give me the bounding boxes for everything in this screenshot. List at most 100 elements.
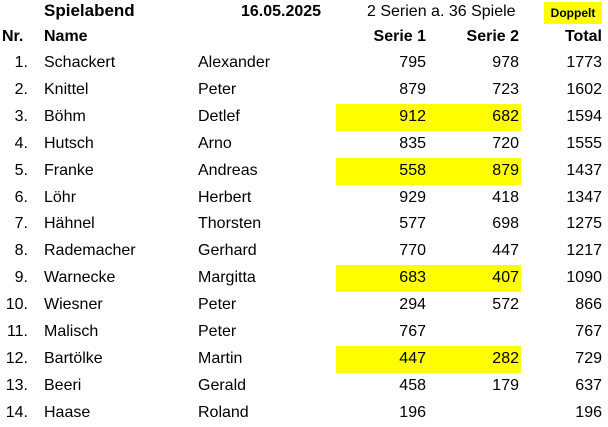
table-row: 3. Böhm Detlef 912 682 1594 xyxy=(0,103,608,131)
rank-cell: 12. xyxy=(5,349,28,367)
table-row: 12. Bartölke Martin 447 282 729 xyxy=(0,345,608,373)
serie2-cell: 179 xyxy=(492,376,519,394)
serie2-cell: 723 xyxy=(492,80,519,98)
table-row: 11. Malisch Peter 767 767 xyxy=(0,319,608,346)
serie2-cell: 447 xyxy=(492,242,519,260)
first-name-cell: Detlef xyxy=(198,107,240,125)
event-date: 16.05.2025 xyxy=(241,3,322,20)
serie2-cell: 698 xyxy=(492,215,519,233)
table-row: 9. Warnecke Margitta 683 407 1090 xyxy=(0,265,608,293)
serie1-cell: 770 xyxy=(399,242,426,260)
first-name-cell: Andreas xyxy=(198,161,258,179)
table-row: 10. Wiesner Peter 294 572 866 xyxy=(0,292,608,319)
serie1-cell: 196 xyxy=(399,403,426,421)
last-name-cell: Löhr xyxy=(44,188,77,206)
header-nr: Nr. xyxy=(2,28,24,45)
serie1-cell: 458 xyxy=(399,376,426,394)
table-row: 6. Löhr Herbert 929 418 1347 xyxy=(0,185,608,212)
serie2-cell: 407 xyxy=(492,269,519,287)
first-name-cell: Alexander xyxy=(198,54,271,71)
total-cell: 1217 xyxy=(566,242,602,260)
rank-cell: 3. xyxy=(14,107,28,125)
last-name-cell: Schackert xyxy=(44,54,116,71)
series-info: 2 Serien a. 36 Spiele xyxy=(367,3,516,20)
serie1-cell: 912 xyxy=(399,107,426,125)
rank-cell: 6. xyxy=(14,188,28,206)
table-row: 14. Haase Roland 196 196 xyxy=(0,400,608,427)
table-row: 5. Franke Andreas 558 879 1437 xyxy=(0,157,608,185)
rank-cell: 4. xyxy=(14,134,28,152)
header-serie1: Serie 1 xyxy=(373,28,426,45)
page-title: Spielabend xyxy=(44,1,135,20)
first-name-cell: Gerhard xyxy=(198,242,257,260)
rank-cell: 5. xyxy=(14,161,28,179)
rank-cell: 11. xyxy=(6,323,28,340)
last-name-cell: Hähnel xyxy=(44,215,95,233)
first-name-cell: Gerald xyxy=(198,376,247,394)
serie1-cell: 835 xyxy=(399,134,426,152)
table-row: 8. Rademacher Gerhard 770 447 1217 xyxy=(0,238,608,265)
last-name-cell: Beeri xyxy=(44,376,82,394)
double-highlight xyxy=(336,103,521,131)
last-name-cell: Böhm xyxy=(44,107,86,125)
rank-cell: 7. xyxy=(14,215,28,233)
last-name-cell: Franke xyxy=(44,161,94,179)
serie2-cell: 682 xyxy=(492,107,519,125)
last-name-cell: Bartölke xyxy=(44,349,103,367)
total-cell: 767 xyxy=(575,323,602,340)
table-row: 4. Hutsch Arno 835 720 1555 xyxy=(0,131,608,158)
serie1-cell: 879 xyxy=(399,80,426,98)
header-name: Name xyxy=(44,28,88,45)
total-cell: 1594 xyxy=(566,107,602,125)
rank-cell: 13. xyxy=(5,376,28,394)
serie1-cell: 558 xyxy=(399,161,426,179)
first-name-cell: Roland xyxy=(198,403,249,421)
header-total: Total xyxy=(564,28,602,45)
rank-cell: 8. xyxy=(14,242,28,260)
serie1-cell: 447 xyxy=(399,349,426,367)
total-cell: 637 xyxy=(575,376,602,394)
double-highlight xyxy=(336,157,521,185)
total-cell: 1555 xyxy=(566,134,602,152)
first-name-cell: Arno xyxy=(198,134,232,152)
serie1-cell: 577 xyxy=(399,215,426,233)
doppelt-badge: Doppelt xyxy=(544,2,602,24)
total-cell: 1602 xyxy=(566,80,602,98)
last-name-cell: Knittel xyxy=(44,80,89,98)
first-name-cell: Margitta xyxy=(198,269,256,287)
rank-cell: 2. xyxy=(14,80,28,98)
table-row: 1. Schackert Alexander 795 978 1773 xyxy=(0,50,608,77)
serie2-cell: 879 xyxy=(492,161,519,179)
serie1-cell: 294 xyxy=(399,296,426,314)
first-name-cell: Herbert xyxy=(198,188,252,206)
table-row: 7. Hähnel Thorsten 577 698 1275 xyxy=(0,211,608,238)
total-cell: 729 xyxy=(575,349,602,367)
serie2-cell: 418 xyxy=(492,188,519,206)
last-name-cell: Haase xyxy=(44,403,91,421)
first-name-cell: Peter xyxy=(198,323,237,340)
serie1-cell: 767 xyxy=(399,323,426,340)
first-name-cell: Peter xyxy=(198,296,237,314)
total-cell: 1437 xyxy=(566,161,602,179)
header-serie2: Serie 2 xyxy=(466,28,519,45)
serie1-cell: 795 xyxy=(399,54,426,71)
serie2-cell: 720 xyxy=(492,134,519,152)
first-name-cell: Thorsten xyxy=(198,215,262,233)
first-name-cell: Martin xyxy=(198,349,243,367)
last-name-cell: Malisch xyxy=(44,323,99,340)
last-name-cell: Rademacher xyxy=(44,242,136,260)
total-cell: 1347 xyxy=(566,188,602,206)
rank-cell: 14. xyxy=(5,403,28,421)
rank-cell: 1. xyxy=(14,54,28,71)
serie2-cell: 572 xyxy=(492,296,519,314)
total-cell: 1275 xyxy=(566,215,602,233)
serie2-cell: 978 xyxy=(492,54,519,71)
rank-cell: 10. xyxy=(5,296,28,314)
serie1-cell: 683 xyxy=(399,269,426,287)
first-name-cell: Peter xyxy=(198,80,237,98)
total-cell: 1090 xyxy=(566,269,602,287)
double-highlight xyxy=(336,345,521,373)
total-cell: 866 xyxy=(575,296,602,314)
total-cell: 1773 xyxy=(566,54,602,71)
table-row: 13. Beeri Gerald 458 179 637 xyxy=(0,373,608,400)
